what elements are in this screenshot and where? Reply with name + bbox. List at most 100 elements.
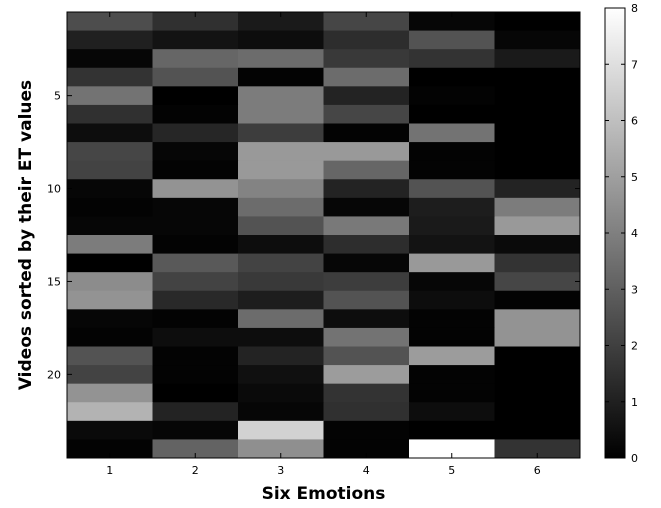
heatmap-cell: [238, 123, 324, 143]
heatmap-cell: [323, 439, 410, 459]
heatmap-cell: [323, 216, 410, 236]
heatmap-cell: [238, 104, 324, 124]
heatmap-cell: [152, 49, 239, 69]
heatmap-cell: [238, 272, 324, 292]
heatmap-cell: [238, 179, 324, 199]
colorbar-tick-label: 0: [631, 452, 638, 465]
x-tick-label: 4: [363, 464, 370, 477]
colorbar-tick-label: 2: [631, 340, 638, 353]
heatmap-cell: [67, 123, 153, 143]
x-tick-label: 3: [277, 464, 284, 477]
heatmap-cell: [494, 272, 581, 292]
y-tick-label: 10: [47, 183, 61, 196]
heatmap-cell: [152, 12, 239, 32]
heatmap-cell: [67, 383, 153, 403]
x-axis: 1 2 3 4 5 6: [106, 12, 541, 477]
heatmap-cell: [238, 12, 324, 32]
colorbar-tick-label: 4: [631, 227, 638, 240]
heatmap-cell: [238, 67, 324, 87]
heatmap-cell: [494, 383, 581, 403]
heatmap-cells: [67, 12, 581, 459]
heatmap-cell: [323, 12, 410, 32]
heatmap-cell: [152, 439, 239, 459]
heatmap-cell: [67, 179, 153, 199]
heatmap-cell: [152, 272, 239, 292]
heatmap-cell: [152, 365, 239, 385]
heatmap-cell: [238, 216, 324, 236]
colorbar-tick-label: 1: [631, 396, 638, 409]
heatmap-cell: [152, 309, 239, 329]
y-tick-label: 15: [47, 275, 61, 288]
heatmap-cell: [152, 86, 239, 106]
heatmap-cell: [409, 123, 495, 143]
heatmap-cell: [323, 67, 410, 87]
heatmap-cell: [494, 123, 581, 143]
x-tick-label: 6: [534, 464, 541, 477]
heatmap-cell: [409, 86, 495, 106]
x-tick-label: 2: [192, 464, 199, 477]
heatmap-cell: [67, 30, 153, 50]
heatmap-cell: [323, 160, 410, 180]
heatmap-cell: [494, 439, 581, 459]
heatmap-cell: [323, 142, 410, 162]
heatmap-cell: [494, 327, 581, 347]
heatmap-cell: [152, 160, 239, 180]
heatmap-cell: [152, 197, 239, 217]
heatmap-cell: [67, 160, 153, 180]
heatmap-cell: [67, 253, 153, 273]
heatmap-cell: [494, 309, 581, 329]
heatmap-cell: [152, 123, 239, 143]
heatmap-cell: [494, 346, 581, 366]
y-axis-label: Videos sorted by their ET values: [16, 80, 36, 390]
heatmap-cell: [238, 383, 324, 403]
heatmap-cell: [238, 30, 324, 50]
heatmap-cell: [238, 253, 324, 273]
heatmap-cell: [494, 365, 581, 385]
heatmap-cell: [323, 327, 410, 347]
heatmap-cell: [238, 290, 324, 310]
x-tick-label: 1: [106, 464, 113, 477]
heatmap-cell: [409, 67, 495, 87]
heatmap-cell: [323, 123, 410, 143]
heatmap-cell: [67, 142, 153, 162]
heatmap-cell: [323, 383, 410, 403]
heatmap-cell: [152, 383, 239, 403]
heatmap-cell: [323, 420, 410, 440]
heatmap-cell: [323, 179, 410, 199]
x-tick-label: 5: [448, 464, 455, 477]
heatmap-cell: [409, 420, 495, 440]
heatmap-cell: [67, 12, 153, 32]
heatmap-cell: [67, 86, 153, 106]
heatmap-cell: [409, 30, 495, 50]
heatmap-cell: [494, 235, 581, 255]
heatmap-cell: [409, 290, 495, 310]
heatmap-cell: [409, 49, 495, 69]
heatmap-cell: [494, 30, 581, 50]
y-tick-label: 20: [47, 368, 61, 381]
heatmap-cell: [152, 30, 239, 50]
heatmap-cell: [152, 104, 239, 124]
heatmap-cell: [152, 179, 239, 199]
heatmap-cell: [67, 402, 153, 422]
heatmap-cell: [67, 309, 153, 329]
heatmap-cell: [152, 253, 239, 273]
heatmap-cell: [67, 346, 153, 366]
heatmap-cell: [409, 402, 495, 422]
heatmap-cell: [238, 197, 324, 217]
heatmap-cell: [67, 420, 153, 440]
heatmap-cell: [494, 104, 581, 124]
heatmap-cell: [494, 179, 581, 199]
heatmap-cell: [494, 290, 581, 310]
heatmap-cell: [238, 402, 324, 422]
heatmap-cell: [323, 235, 410, 255]
heatmap-cell: [494, 197, 581, 217]
heatmap-cell: [323, 309, 410, 329]
colorbar-tick-label: 3: [631, 283, 638, 296]
heatmap-cell: [238, 160, 324, 180]
heatmap-cell: [67, 216, 153, 236]
heatmap-cell: [67, 197, 153, 217]
heatmap-cell: [494, 216, 581, 236]
heatmap-cell: [67, 67, 153, 87]
heatmap-cell: [238, 346, 324, 366]
